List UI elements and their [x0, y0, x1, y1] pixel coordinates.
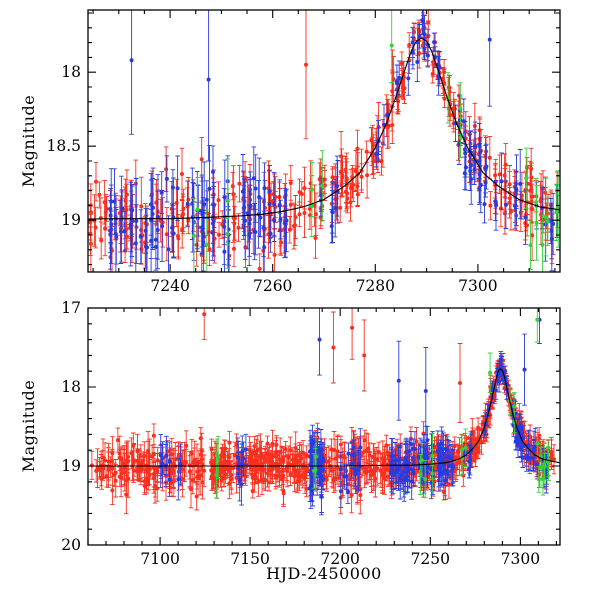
y-tick-label-20: 20 [61, 536, 81, 554]
model-curve [88, 368, 560, 467]
x-axis-label: HJD-2450000 [266, 564, 382, 583]
x-tick-label-7200: 7200 [320, 550, 359, 568]
y-tick-label-19: 19 [61, 211, 81, 229]
x-tick-label-7250: 7250 [411, 550, 450, 568]
x-tick-label-7280: 7280 [356, 277, 395, 295]
panel-frame-full-season [87, 307, 561, 546]
x-tick-label-7150: 7150 [230, 550, 269, 568]
y-tick-label-18: 18 [61, 378, 81, 396]
axis-ticks-event-zoom [88, 10, 560, 272]
panel-event-zoom [88, 10, 560, 272]
x-tick-label-7300: 7300 [458, 277, 497, 295]
y-tick-label-19: 19 [61, 457, 81, 475]
panel-full-season [88, 308, 560, 516]
axis-ticks-full-season [87, 307, 560, 546]
x-tick-label-7240: 7240 [150, 277, 189, 295]
y-tick-label-18.5: 18.5 [46, 137, 81, 155]
blue-points-error-bars [107, 10, 560, 272]
x-tick-label-7260: 7260 [253, 277, 292, 295]
panel-frame-event-zoom [87, 9, 561, 273]
x-tick-label-7100: 7100 [140, 550, 179, 568]
y-tick-label-18: 18 [61, 63, 81, 81]
x-tick-label-7300: 7300 [501, 550, 540, 568]
y-tick-label-17: 17 [61, 299, 81, 317]
model-curve [88, 37, 560, 220]
